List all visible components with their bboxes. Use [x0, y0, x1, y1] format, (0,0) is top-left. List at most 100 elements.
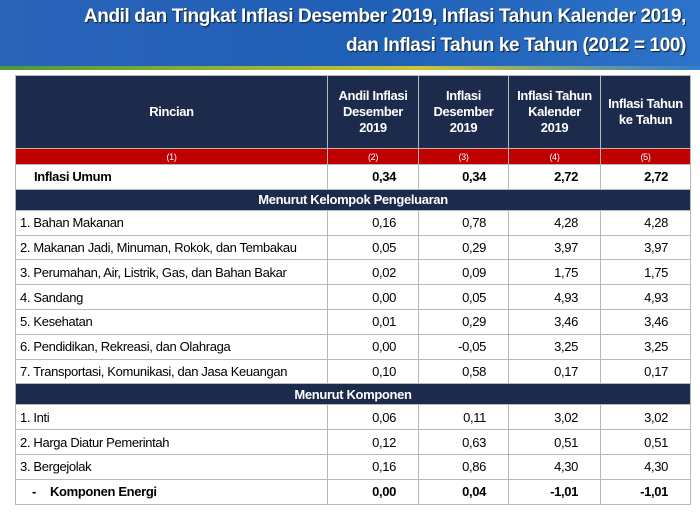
cell-value: 0,10 [327, 358, 419, 385]
row-label-text: 1. Inti [20, 409, 50, 425]
cell-value: 0,17 [600, 358, 691, 385]
cell-value: 0,00 [327, 478, 419, 505]
banner: Andil dan Tingkat Inflasi Desember 2019,… [0, 0, 700, 66]
cell-value: -0,05 [418, 333, 509, 360]
row-label: 7. Transportasi, Komunikasi, dan Jasa Ke… [15, 358, 328, 385]
cell-value: 0,51 [508, 429, 601, 455]
cell-value: 0,11 [418, 404, 509, 431]
cell-value: -1,01 [508, 478, 601, 505]
cell-value: 3,02 [508, 404, 601, 431]
row-label-text: 3. Perumahan, Air, Listrik, Gas, dan Bah… [20, 264, 287, 280]
cell-value: 0,17 [508, 358, 601, 385]
cell-value: 0,05 [327, 234, 419, 261]
section-row: Menurut Kelompok Pengeluaran [15, 188, 691, 211]
row-label-text: 6. Pendidikan, Rekreasi, dan Olahraga [20, 339, 231, 355]
data-row: 3. Bergejolak 0,16 0,86 4,30 4,30 [15, 453, 691, 480]
row-label: Inflasi Umum [15, 164, 328, 190]
row-label: 2. Makanan Jadi, Minuman, Rokok, dan Tem… [15, 234, 328, 261]
cell-value: 2,72 [600, 164, 691, 190]
cell-value: 0,29 [418, 234, 509, 261]
cell-value: 4,28 [508, 209, 601, 236]
row-label-text: 1. Bahan Makanan [20, 215, 124, 231]
cell-value: 0,63 [418, 429, 509, 455]
data-row: 2. Makanan Jadi, Minuman, Rokok, dan Tem… [15, 234, 691, 261]
cell-value: 4,30 [508, 453, 601, 480]
row-label: 3. Perumahan, Air, Listrik, Gas, dan Bah… [15, 259, 328, 286]
cell-value: 0,05 [418, 284, 509, 310]
cell-value: 0,00 [327, 333, 419, 360]
cell-value: 4,93 [508, 284, 601, 310]
cell-value: 0,12 [327, 429, 419, 455]
cell-value: 0,00 [327, 284, 419, 310]
cell-value: 0,51 [600, 429, 691, 455]
cell-value: 0,02 [327, 259, 419, 286]
cell-value: 4,93 [600, 284, 691, 310]
data-row: Inflasi Umum 0,34 0,34 2,72 2,72 [15, 164, 691, 190]
row-label-text: 3. Bergejolak [20, 459, 92, 475]
data-row: 6. Pendidikan, Rekreasi, dan Olahraga 0,0… [15, 333, 691, 360]
cell-value: -1,01 [600, 478, 691, 505]
column-header: Andil Inflasi Desember 2019 [327, 75, 419, 149]
row-label-text: Komponen Energi [49, 484, 157, 500]
cell-value: 0,34 [327, 164, 419, 190]
section-row: Menurut Komponen [15, 383, 691, 406]
cell-value: 0,01 [327, 308, 419, 335]
cell-value: 4,30 [600, 453, 691, 480]
row-label-text: 4. Sandang [20, 289, 84, 305]
row-label-text: 2. Harga Diatur Pemerintah [20, 434, 170, 450]
row-label: 1. Inti [15, 404, 328, 431]
cell-value: 3,97 [600, 234, 691, 261]
title-line: Andil dan Tingkat Inflasi Desember 2019,… [83, 6, 686, 27]
data-row: 1. Bahan Makanan 0,16 0,78 4,28 4,28 [15, 209, 691, 236]
row-label-text: 7. Transportasi, Komunikasi, dan Jasa Ke… [20, 363, 288, 379]
cell-value: 3,25 [508, 333, 601, 360]
cell-value: 0,58 [418, 358, 509, 385]
cell-value: 2,72 [508, 164, 601, 190]
row-label-text: 2. Makanan Jadi, Minuman, Rokok, dan Tem… [20, 239, 297, 255]
cell-value: 0,16 [327, 209, 419, 236]
column-header: Inflasi Tahun ke Tahun [600, 75, 691, 149]
cell-value: 3,46 [508, 308, 601, 335]
column-number: (2) [327, 148, 419, 165]
row-label-text: 5. Kesehatan [20, 314, 93, 330]
cell-value: 0,78 [418, 209, 509, 236]
row-label: 3. Bergejolak [15, 453, 328, 480]
cell-value: 0,29 [418, 308, 509, 335]
data-row: 2. Harga Diatur Pemerintah 0,12 0,63 0,51 0,… [15, 429, 691, 455]
data-row: 3. Perumahan, Air, Listrik, Gas, dan Bah… [15, 259, 691, 286]
row-marker: - [32, 484, 36, 500]
cell-value: 0,09 [418, 259, 509, 286]
cell-value: 0,16 [327, 453, 419, 480]
row-label: 1. Bahan Makanan [15, 209, 328, 236]
column-number: (4) [508, 148, 601, 165]
cell-value: 0,34 [418, 164, 509, 190]
section-title: Menurut Kelompok Pengeluaran [15, 188, 691, 211]
data-row: 4. Sandang 0,00 0,05 4,93 4,93 [15, 284, 691, 310]
inflation-table: Rincian Andil Inflasi Desember 2019 Inflas… [15, 75, 691, 505]
cell-value: 0,04 [418, 478, 509, 505]
cell-value: 1,75 [600, 259, 691, 286]
cell-value: 0,06 [327, 404, 419, 431]
column-number: (1) [15, 148, 328, 165]
section-title: Menurut Komponen [15, 383, 691, 406]
column-header: Inflasi Tahun Kalender 2019 [508, 75, 601, 149]
row-label: 4. Sandang [15, 284, 328, 310]
cell-value: 4,28 [600, 209, 691, 236]
data-row: 5. Kesehatan 0,01 0,29 3,46 3,46 [15, 308, 691, 335]
column-number: (3) [418, 148, 509, 165]
column-number: (5) [600, 148, 691, 165]
column-header: Inflasi Desember 2019 [418, 75, 509, 149]
cell-value: 3,25 [600, 333, 691, 360]
cell-value: 0,86 [418, 453, 509, 480]
cell-value: 3,02 [600, 404, 691, 431]
divider [0, 66, 700, 70]
row-label: 6. Pendidikan, Rekreasi, dan Olahraga [15, 333, 328, 360]
row-label: 5. Kesehatan [15, 308, 328, 335]
row-label: - Komponen Energi [15, 478, 328, 505]
row-label: 2. Harga Diatur Pemerintah [15, 429, 328, 455]
header-row: Rincian Andil Inflasi Desember 2019 Inflas… [15, 75, 691, 149]
title-line: dan Inflasi Tahun ke Tahun (2012 = 100) [345, 35, 686, 56]
cell-value: 3,46 [600, 308, 691, 335]
column-header: Rincian [15, 75, 328, 149]
